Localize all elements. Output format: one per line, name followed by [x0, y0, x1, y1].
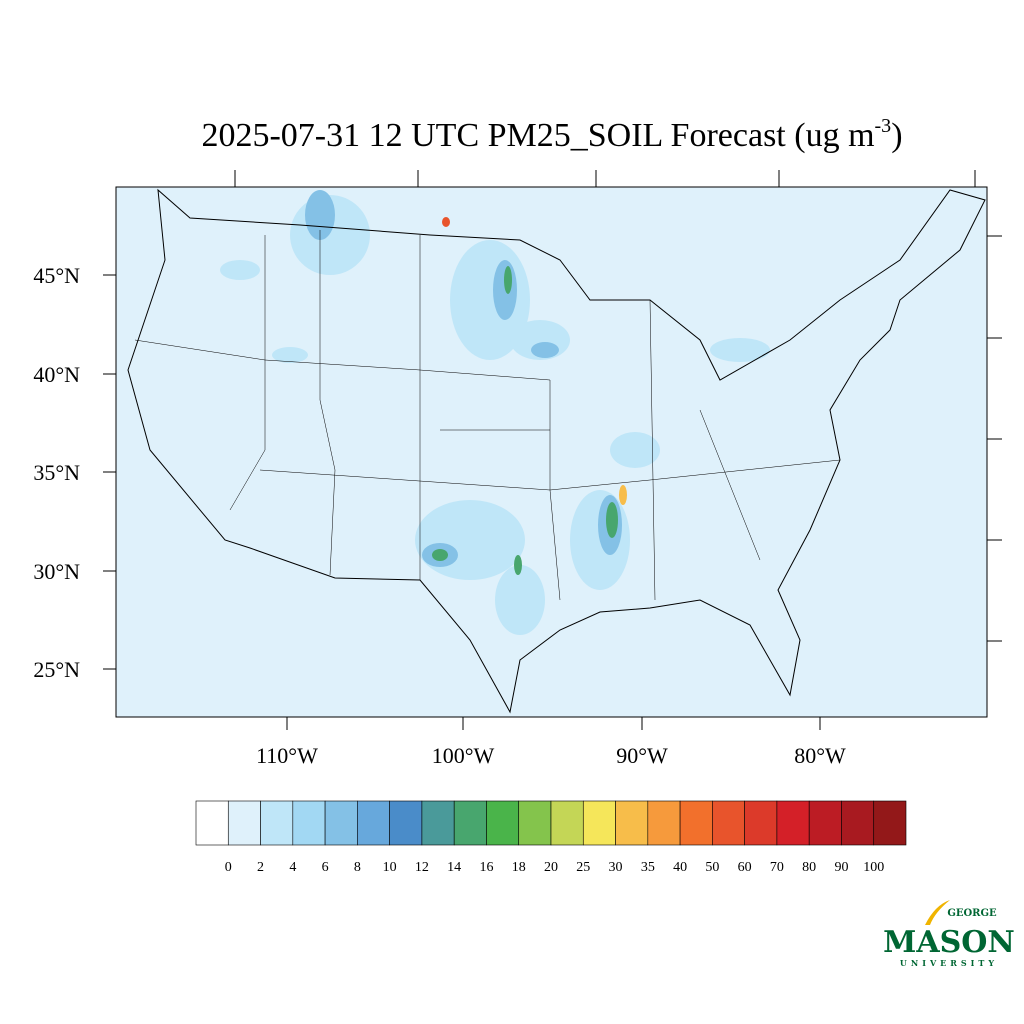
colorbar-box [292, 800, 326, 846]
colorbar-label: 90 [834, 860, 848, 875]
colorbar-box [518, 800, 552, 846]
colorbar-label: 70 [770, 860, 784, 875]
colorbar-box [744, 800, 778, 846]
lon-label: 90°W [616, 743, 668, 768]
colorbar-box [647, 800, 681, 846]
lat-label: 40°N [33, 362, 80, 387]
colorbar-box [453, 800, 487, 846]
colorbar-box [776, 800, 810, 846]
colorbar-label: 4 [289, 860, 296, 875]
colorbar-label: 60 [738, 860, 752, 875]
colorbar-box [357, 800, 390, 846]
colorbar-box [808, 800, 842, 846]
colorbar-label: 8 [354, 860, 361, 875]
colorbar-box [324, 800, 358, 846]
colorbar-label: 6 [322, 860, 329, 875]
colorbar-label: 50 [705, 860, 719, 875]
colorbar-label: 18 [512, 860, 526, 875]
title-text: 2025-07-31 12 UTC PM25_SOIL Forecast (ug… [201, 117, 874, 154]
map: 45°N 40°N 35°N 30°N 25°N 110°W 100°W 90°W 80°W [33, 170, 1002, 768]
colorbar-label: 2 [257, 860, 264, 875]
state-borders [134, 230, 841, 601]
colorbar-label: 100 [863, 860, 884, 875]
colorbar-label: 80 [802, 860, 816, 875]
colorbar-label: 25 [576, 860, 590, 875]
lat-label: 35°N [33, 460, 80, 485]
colorbar-box [550, 800, 584, 846]
colorbar-box [421, 800, 455, 846]
title-superscript: -3 [875, 115, 892, 137]
colorbar-label: 16 [479, 860, 493, 875]
colorbar-box [486, 800, 520, 846]
field-peak [442, 217, 450, 227]
lat-label: 45°N [33, 263, 80, 288]
map-frame [115, 186, 988, 718]
colorbar-box [615, 800, 649, 846]
lat-label: 30°N [33, 559, 80, 584]
logo-swoosh [925, 900, 950, 925]
colorbar-label: 40 [673, 860, 687, 875]
colorbar-box [873, 800, 907, 846]
colorbar-box [712, 800, 745, 846]
colorbar: 0 2 4 6 8 10 12 14 16 18 20 25 30 35 40 50 60 70 80 90 100 [195, 800, 907, 875]
map-background [116, 187, 987, 717]
colorbar-box [679, 800, 713, 846]
lon-label: 100°W [432, 743, 495, 768]
colorbar-box [227, 800, 261, 846]
title-end: ) [891, 117, 902, 154]
logo-top: GEORGE [947, 908, 997, 919]
lon-label: 110°W [256, 743, 318, 768]
field-peak [619, 485, 627, 505]
colorbar-label: 20 [544, 860, 558, 875]
field-high [432, 266, 618, 575]
colorbar-box [841, 800, 875, 846]
colorbar-label: 10 [383, 860, 397, 875]
lat-label: 25°N [33, 657, 80, 682]
colorbar-label: 14 [447, 860, 461, 875]
logo-bottom: UNIVERSITY [900, 958, 998, 968]
colorbar-label: 30 [609, 860, 623, 875]
colorbar-label: 12 [415, 860, 429, 875]
colorbar-box [195, 800, 229, 846]
title: 2025-07-31 12 UTC PM25_SOIL Forecast (ug… [201, 115, 902, 154]
logo: GEORGE MASON UNIVERSITY [883, 900, 1015, 968]
logo-main: MASON [883, 925, 1015, 960]
colorbar-label: 35 [641, 860, 655, 875]
lon-label: 80°W [794, 743, 846, 768]
colorbar-label: 0 [225, 860, 232, 875]
colorbar-box [260, 800, 294, 846]
colorbar-box [389, 800, 423, 846]
colorbar-box [582, 800, 616, 846]
